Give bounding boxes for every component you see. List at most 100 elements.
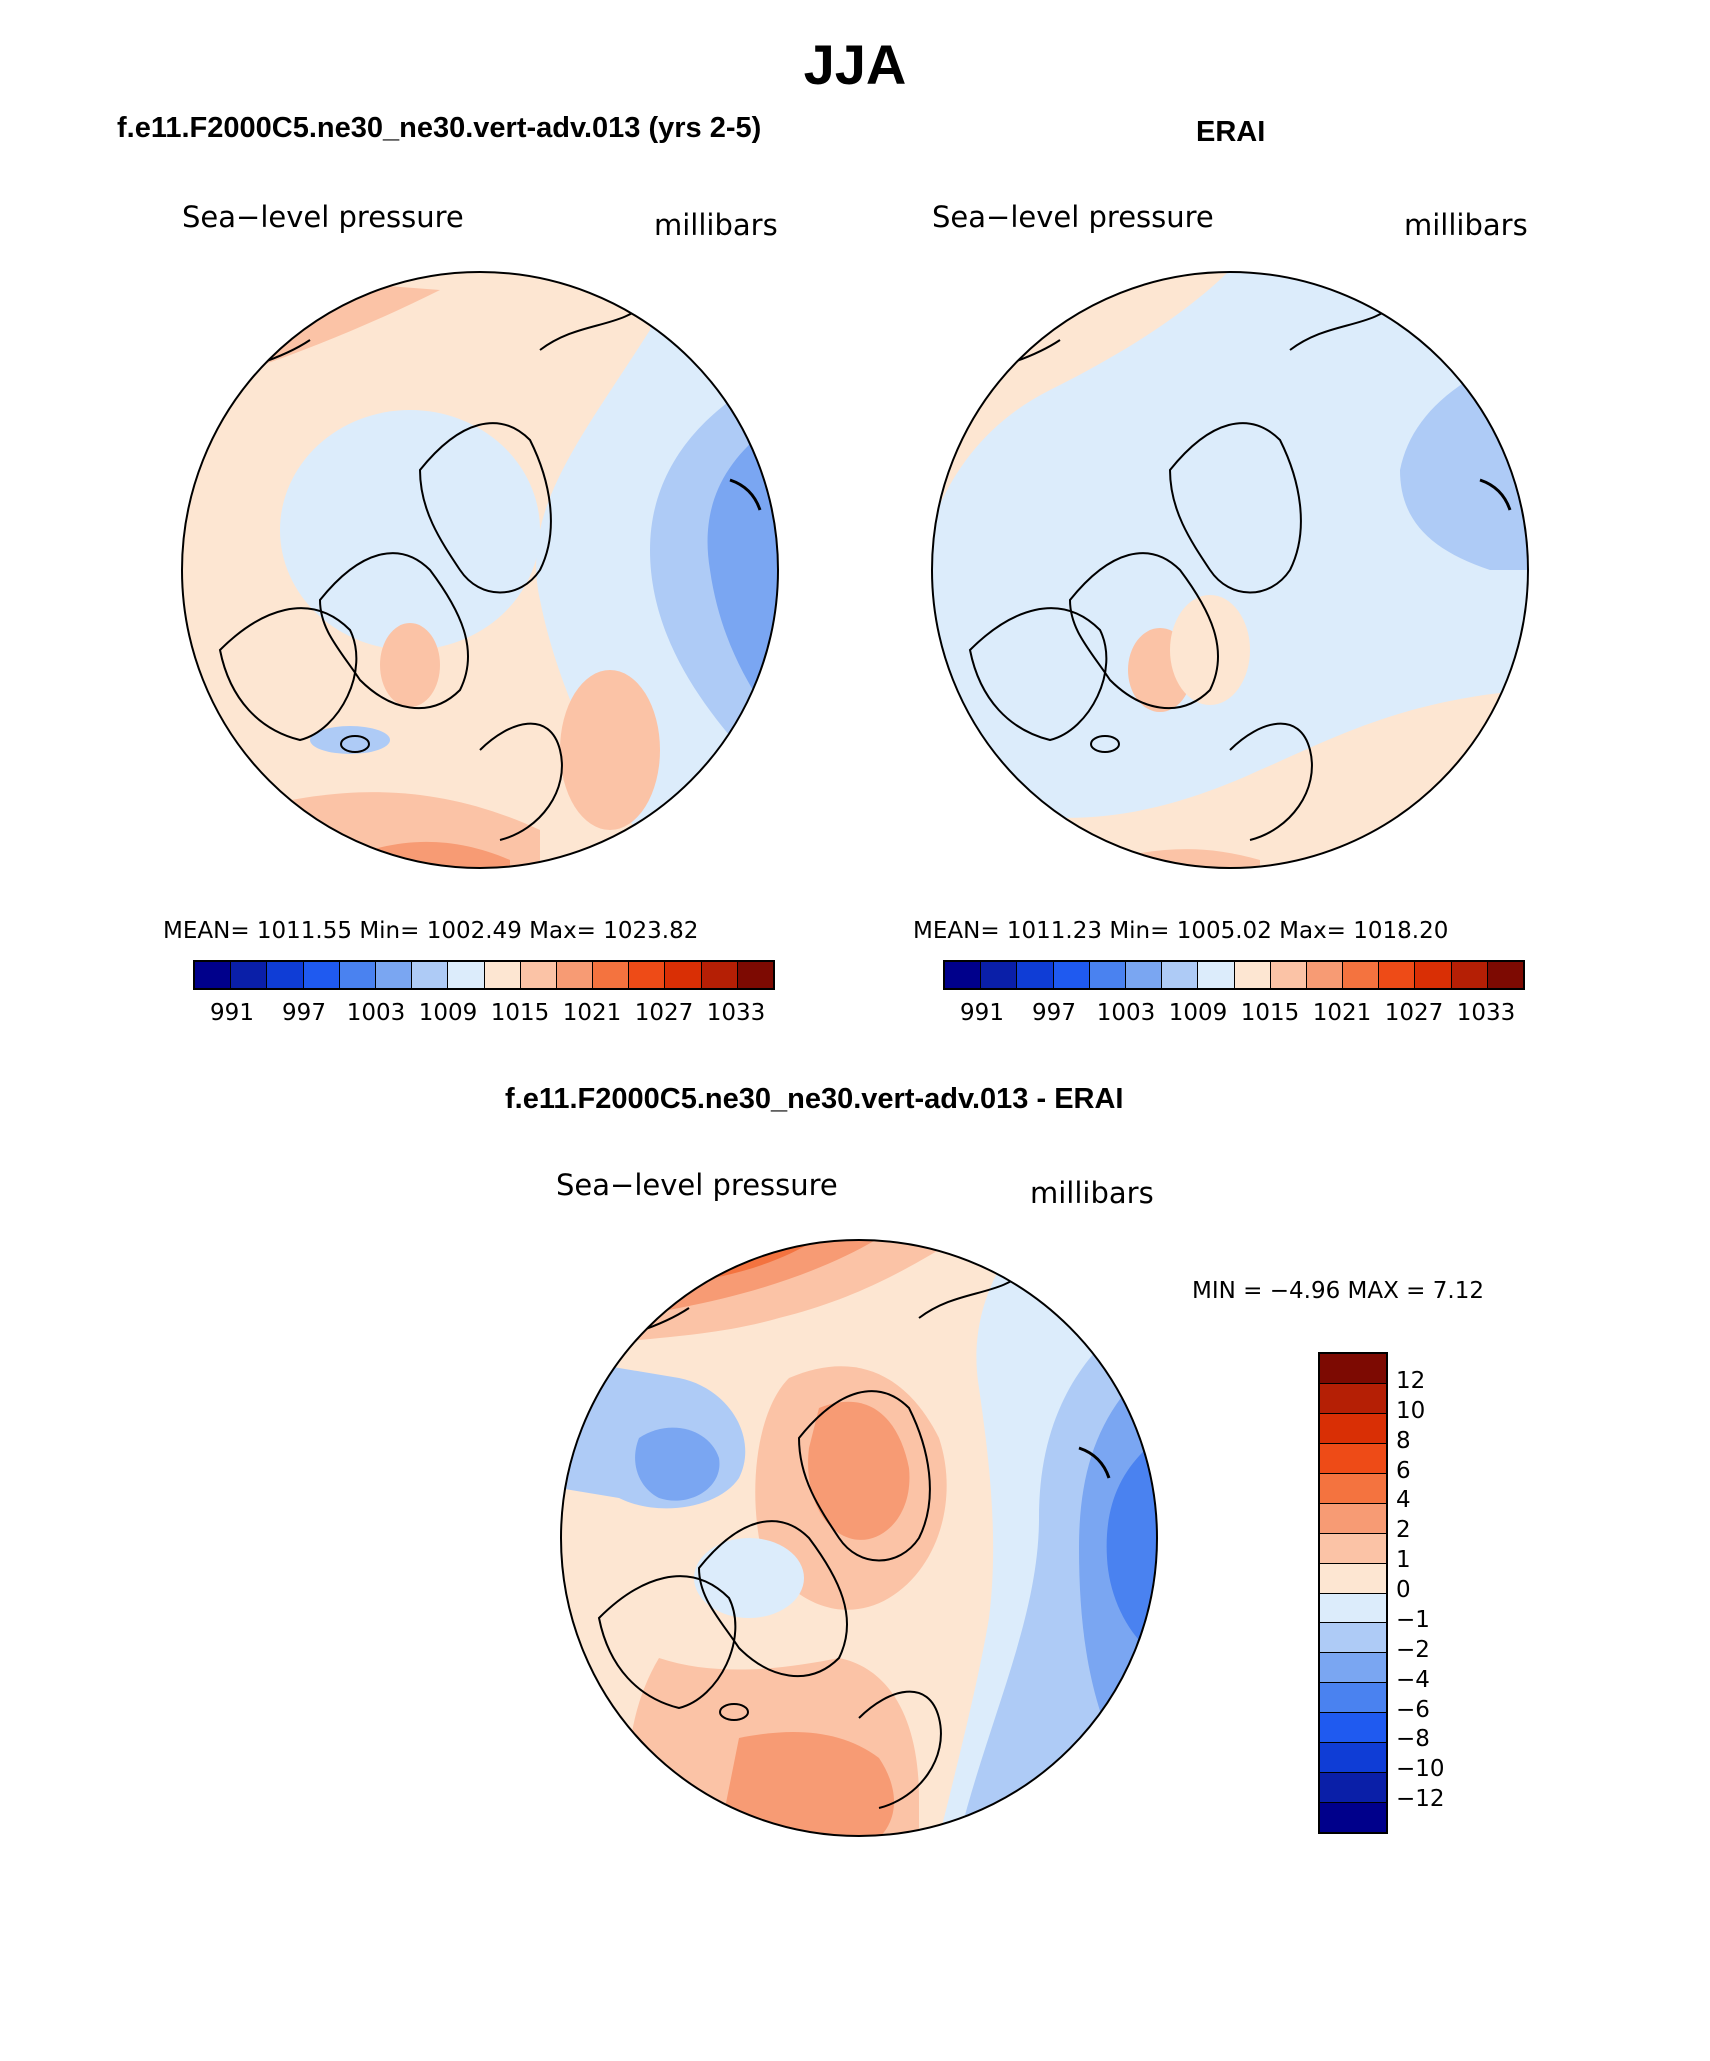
colorbar-swatch [1320,1803,1386,1832]
colorbar-tick-label: −2 [1396,1636,1430,1663]
colorbar-swatch [520,962,557,988]
colorbar-swatch [339,962,376,988]
colorbar-swatch [1415,962,1452,988]
obs-panel-title: ERAI [1196,116,1266,148]
colorbar-tick-label: 6 [1396,1457,1411,1484]
colorbar-tick-label: 991 [960,1000,1004,1026]
colorbar-swatch [945,962,982,988]
colorbar-swatch [1320,1354,1386,1384]
colorbar-swatch [1017,962,1054,988]
colorbar-tick-label: 991 [210,1000,254,1026]
colorbar-swatch [1125,962,1163,988]
colorbar-swatch [556,962,594,988]
colorbar-tick-label: 1033 [706,1000,766,1026]
colorbar-tick-label: −12 [1396,1786,1445,1813]
colorbar-swatch [1320,1533,1386,1564]
model-colorbar [193,960,775,990]
colorbar-swatch [1379,962,1416,988]
colorbar-tick-label: 997 [282,1000,326,1026]
colorbar-swatch [412,962,449,988]
obs-units-label: millibars [1404,208,1528,242]
colorbar-swatch [1198,962,1235,988]
colorbar-tick-label: 1027 [634,1000,694,1026]
colorbar-swatch [1343,962,1380,988]
colorbar-tick-label: 1003 [346,1000,406,1026]
colorbar-tick-label: 1021 [562,1000,622,1026]
colorbar-swatch [195,962,232,988]
colorbar-tick-label: 1 [1396,1547,1411,1574]
colorbar-swatch [303,962,340,988]
colorbar-swatch [448,962,485,988]
obs-colorbar-ticks: 991 997 1003 1009 1015 1021 1027 1033 [946,1000,1522,1026]
colorbar-swatch [1320,1473,1386,1504]
colorbar-tick-label: 1015 [490,1000,550,1026]
model-variable-label: Sea−level pressure [182,200,464,234]
colorbar-swatch [1320,1773,1386,1804]
colorbar-tick-label: 997 [1032,1000,1076,1026]
colorbar-swatch [1320,1443,1386,1474]
colorbar-swatch [629,962,666,988]
colorbar-swatch [1053,962,1090,988]
colorbar-swatch [1320,1683,1386,1714]
colorbar-swatch [737,962,773,988]
colorbar-tick-label: −8 [1396,1726,1430,1753]
colorbar-swatch [1487,962,1523,988]
colorbar-tick-label: 1009 [1168,1000,1228,1026]
colorbar-swatch [1451,962,1488,988]
colorbar-tick-label: 1033 [1456,1000,1516,1026]
colorbar-swatch [1320,1593,1386,1624]
colorbar-swatch [1320,1563,1386,1594]
colorbar-swatch [1089,962,1126,988]
colorbar-swatch [1320,1653,1386,1684]
obs-stats: MEAN= 1011.23 Min= 1005.02 Max= 1018.20 [913,918,1449,944]
colorbar-tick-label: −6 [1396,1696,1430,1723]
colorbar-swatch [1162,962,1199,988]
colorbar-tick-label: −4 [1396,1666,1430,1693]
colorbar-tick-label: −1 [1396,1606,1430,1633]
colorbar-swatch [1320,1743,1386,1774]
diff-units-label: millibars [1030,1176,1154,1210]
colorbar-swatch [981,962,1018,988]
colorbar-tick-label: 10 [1396,1397,1426,1424]
diff-colorbar [1318,1352,1388,1834]
diff-polar-map [560,1239,1158,1837]
colorbar-swatch [701,962,738,988]
colorbar-swatch [231,962,268,988]
colorbar-tick-label: 4 [1396,1487,1411,1514]
colorbar-swatch [1234,962,1271,988]
colorbar-swatch [1320,1383,1386,1414]
diff-panel-title: f.e11.F2000C5.ne30_ne30.vert-adv.013 - E… [505,1083,1124,1115]
model-polar-map [181,271,779,869]
colorbar-swatch [267,962,304,988]
colorbar-tick-label: 1015 [1240,1000,1300,1026]
colorbar-tick-label: −10 [1396,1756,1445,1783]
colorbar-swatch [1320,1713,1386,1744]
figure-title: JJA [803,33,907,96]
obs-polar-map [931,271,1529,869]
colorbar-tick-label: 1027 [1384,1000,1444,1026]
colorbar-swatch [665,962,702,988]
colorbar-tick-label: 1003 [1096,1000,1156,1026]
colorbar-tick-label: 0 [1396,1577,1411,1603]
model-panel-title: f.e11.F2000C5.ne30_ne30.vert-adv.013 (yr… [117,112,762,144]
model-units-label: millibars [654,208,778,242]
colorbar-swatch [1270,962,1307,988]
colorbar-swatch [1306,962,1344,988]
diff-minmax: MIN = −4.96 MAX = 7.12 [1192,1278,1484,1304]
obs-variable-label: Sea−level pressure [932,200,1214,234]
colorbar-swatch [375,962,413,988]
colorbar-swatch [484,962,521,988]
obs-colorbar [943,960,1525,990]
colorbar-swatch [593,962,630,988]
colorbar-tick-label: 2 [1396,1517,1411,1544]
model-stats: MEAN= 1011.55 Min= 1002.49 Max= 1023.82 [163,918,699,944]
diff-variable-label: Sea−level pressure [556,1168,838,1202]
colorbar-swatch [1320,1623,1386,1654]
colorbar-swatch [1320,1503,1386,1534]
colorbar-swatch [1320,1413,1386,1444]
colorbar-tick-label: 12 [1396,1367,1426,1394]
colorbar-tick-label: 1021 [1312,1000,1372,1026]
colorbar-tick-label: 8 [1396,1427,1411,1454]
colorbar-tick-label: 1009 [418,1000,478,1026]
model-colorbar-ticks: 991 997 1003 1009 1015 1021 1027 1033 [196,1000,772,1026]
